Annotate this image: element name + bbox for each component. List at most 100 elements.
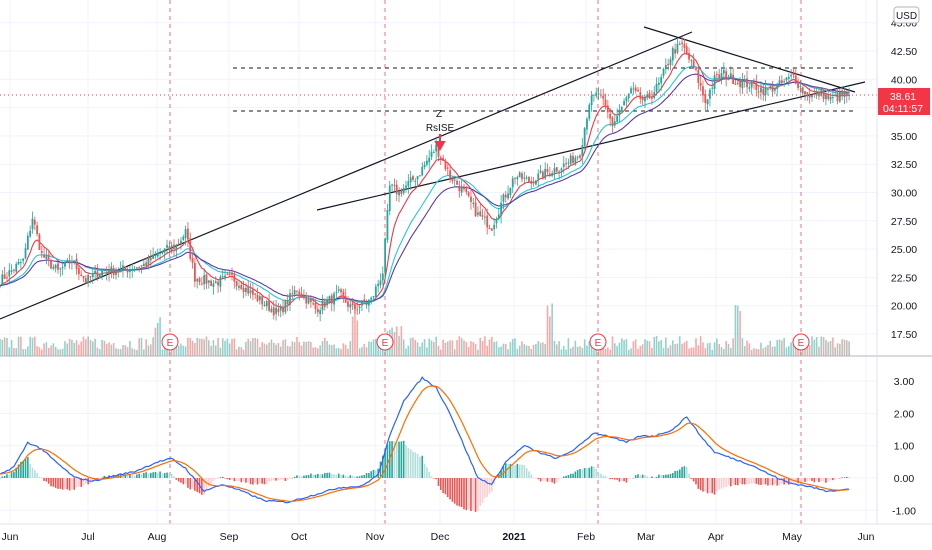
macd-hist-bar xyxy=(572,473,574,478)
macd-hist-bar xyxy=(163,473,166,478)
volume-bar xyxy=(755,348,758,356)
macd-hist-bar xyxy=(414,452,417,478)
volume-bar xyxy=(546,305,549,356)
candle-body xyxy=(767,88,769,90)
macd-hist-bar xyxy=(683,466,686,478)
volume-bar xyxy=(133,349,136,356)
candle-body xyxy=(333,293,335,305)
earnings-marker[interactable]: E xyxy=(161,333,179,351)
macd-hist-bar xyxy=(641,474,644,478)
candle-body xyxy=(444,160,447,170)
earnings-marker[interactable]: E xyxy=(589,333,607,351)
macd-hist-bar xyxy=(614,478,616,480)
volume-bar xyxy=(815,336,818,356)
candle-body xyxy=(284,300,287,313)
volume-bar xyxy=(523,344,526,356)
candle-body xyxy=(588,104,591,119)
earnings-marker[interactable]: E xyxy=(792,333,810,351)
candle-body xyxy=(173,244,175,250)
macd-hist-bar xyxy=(50,478,52,487)
candle-body xyxy=(509,187,512,196)
macd-hist-bar xyxy=(131,475,134,478)
macd-hist-bar xyxy=(45,478,48,482)
volume-bar xyxy=(140,337,143,356)
candle-body xyxy=(843,92,846,97)
volume-bar xyxy=(52,343,55,356)
macd-hist-bar xyxy=(463,478,465,510)
volume-bar xyxy=(337,347,340,356)
volume-bar xyxy=(572,346,574,356)
macd-hist-bar xyxy=(226,478,229,480)
volume-bar xyxy=(138,338,140,356)
volume-bar xyxy=(224,340,226,356)
candle-body xyxy=(474,202,477,217)
candle-body xyxy=(351,302,354,306)
volume-bar xyxy=(627,349,630,356)
volume-bar xyxy=(836,343,839,356)
candle-body xyxy=(558,171,561,173)
volume-bar xyxy=(433,341,435,356)
currency-label: USD xyxy=(896,11,917,22)
volume-bar xyxy=(467,346,470,356)
macd-hist-bar xyxy=(523,464,526,478)
volume-bar xyxy=(813,339,816,356)
candle-body xyxy=(618,111,621,116)
candle-body xyxy=(342,291,345,297)
volume-bar xyxy=(419,346,421,356)
macd-hist-bar xyxy=(252,478,254,485)
candle-body xyxy=(254,293,257,295)
volume-bar xyxy=(89,340,92,356)
macd-hist-bar xyxy=(330,473,333,478)
candle-body xyxy=(681,42,683,44)
candle-body xyxy=(217,281,219,286)
candle-body xyxy=(477,212,479,215)
volume-bar xyxy=(781,340,783,356)
macd-hist-bar xyxy=(27,457,29,478)
candle-body xyxy=(553,168,556,173)
volume-bar xyxy=(788,346,790,356)
volume-bar xyxy=(259,347,261,356)
currency-badge[interactable]: USD xyxy=(893,6,920,24)
volume-bar xyxy=(681,343,683,356)
candle-body xyxy=(101,270,103,276)
candle-body xyxy=(289,293,291,305)
volume-bar xyxy=(530,348,533,356)
macd-hist-bar xyxy=(92,478,94,483)
candle-body xyxy=(133,268,136,271)
volume-bar xyxy=(776,339,778,356)
macd-hist-bar xyxy=(502,466,505,478)
earnings-marker-label: E xyxy=(595,338,602,349)
candle-body xyxy=(727,78,730,80)
volume-bar xyxy=(203,339,205,356)
volume-bar xyxy=(247,338,250,356)
macd-hist-bar xyxy=(774,478,776,485)
last-price-label: 38.61 04:11:57 xyxy=(878,88,930,115)
macd-hist-bar xyxy=(658,474,660,478)
macd-tick-label: 3.00 xyxy=(894,376,915,388)
candle-body xyxy=(528,176,530,183)
volume-bar xyxy=(233,338,236,356)
macd-hist-bar xyxy=(277,478,280,481)
volume-bar xyxy=(618,342,621,356)
macd-hist-bar xyxy=(64,478,66,490)
volume-bar xyxy=(646,340,649,356)
time-axis[interactable]: Jun Jul Aug Sep Oct Nov Dec 2021 Feb Mar Apr May Jun xyxy=(2,531,875,543)
price-axis[interactable]: 45.0042.5040.0037.5035.0032.5030.0027.50… xyxy=(891,18,917,341)
candle-body xyxy=(753,81,755,84)
volume-bar xyxy=(291,341,294,356)
candle-body xyxy=(435,144,438,152)
candle-body xyxy=(54,265,57,269)
candle-body xyxy=(532,181,535,184)
volume-bar xyxy=(607,347,609,356)
volume-bar xyxy=(126,347,129,356)
macd-hist-bar xyxy=(240,478,243,483)
macd-hist-bar xyxy=(335,474,338,478)
volume-bar xyxy=(430,340,433,356)
volume-bar xyxy=(300,345,303,356)
macd-axis[interactable]: 3.00 2.00 1.00 0.00 -1.00 xyxy=(892,376,916,517)
candle-body xyxy=(808,95,811,98)
macd-hist-bar xyxy=(43,478,45,481)
earnings-marker[interactable]: E xyxy=(376,333,394,351)
candle-body xyxy=(228,273,231,275)
